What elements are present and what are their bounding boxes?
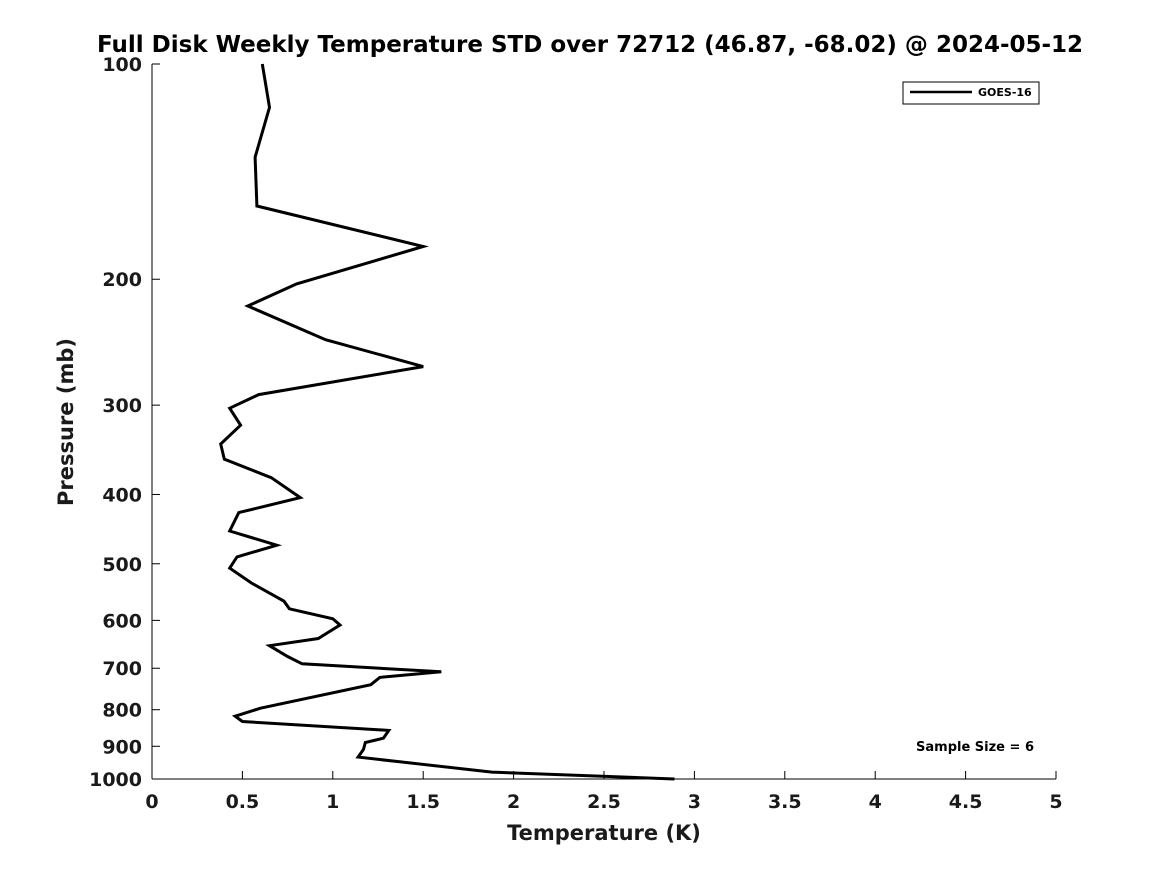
x-tick-label: 1.5: [406, 791, 440, 813]
x-tick-label: 2.5: [587, 791, 621, 813]
y-tick-label: 100: [102, 54, 142, 76]
y-tick-label: 900: [102, 736, 142, 758]
y-tick-label: 400: [102, 484, 142, 506]
series-layer: [219, 63, 675, 781]
y-axis-label: Pressure (mb): [54, 338, 78, 506]
y-tick-label: 800: [102, 700, 142, 722]
legend[interactable]: GOES-16: [902, 81, 1040, 105]
x-tick-label: 5: [1049, 791, 1062, 813]
x-tick-label: 0.5: [226, 791, 260, 813]
x-tick-label: 0: [145, 791, 158, 813]
legend-label-goes-16: GOES-16: [978, 86, 1032, 99]
y-tick-label: 700: [102, 658, 142, 680]
series-line-goes-16: [219, 63, 675, 781]
y-tick-label: 200: [102, 269, 142, 291]
x-axis-label: Temperature (K): [507, 821, 701, 845]
y-tick-label: 300: [102, 395, 142, 417]
y-tick-label: 500: [102, 554, 142, 576]
sample-size-annotation: Sample Size = 6: [916, 740, 1034, 755]
x-tick-label: 1: [326, 791, 339, 813]
chart-title: Full Disk Weekly Temperature STD over 72…: [97, 32, 1083, 58]
x-tick-label: 4.5: [949, 791, 983, 813]
axes: [151, 64, 1056, 780]
y-tick-label: 600: [102, 610, 142, 632]
x-tick-label: 2: [507, 791, 520, 813]
x-tick-label: 4: [869, 791, 882, 813]
x-tick-label: 3.5: [768, 791, 802, 813]
y-ticks: 100 200 300 400 500 600 700 800 900 1000: [89, 54, 160, 791]
x-ticks: 0 0.5 1 1.5 2 2.5 3 3.5 4 4.5 5: [145, 771, 1063, 813]
y-tick-label: 1000: [89, 769, 142, 791]
x-tick-label: 3: [688, 791, 701, 813]
